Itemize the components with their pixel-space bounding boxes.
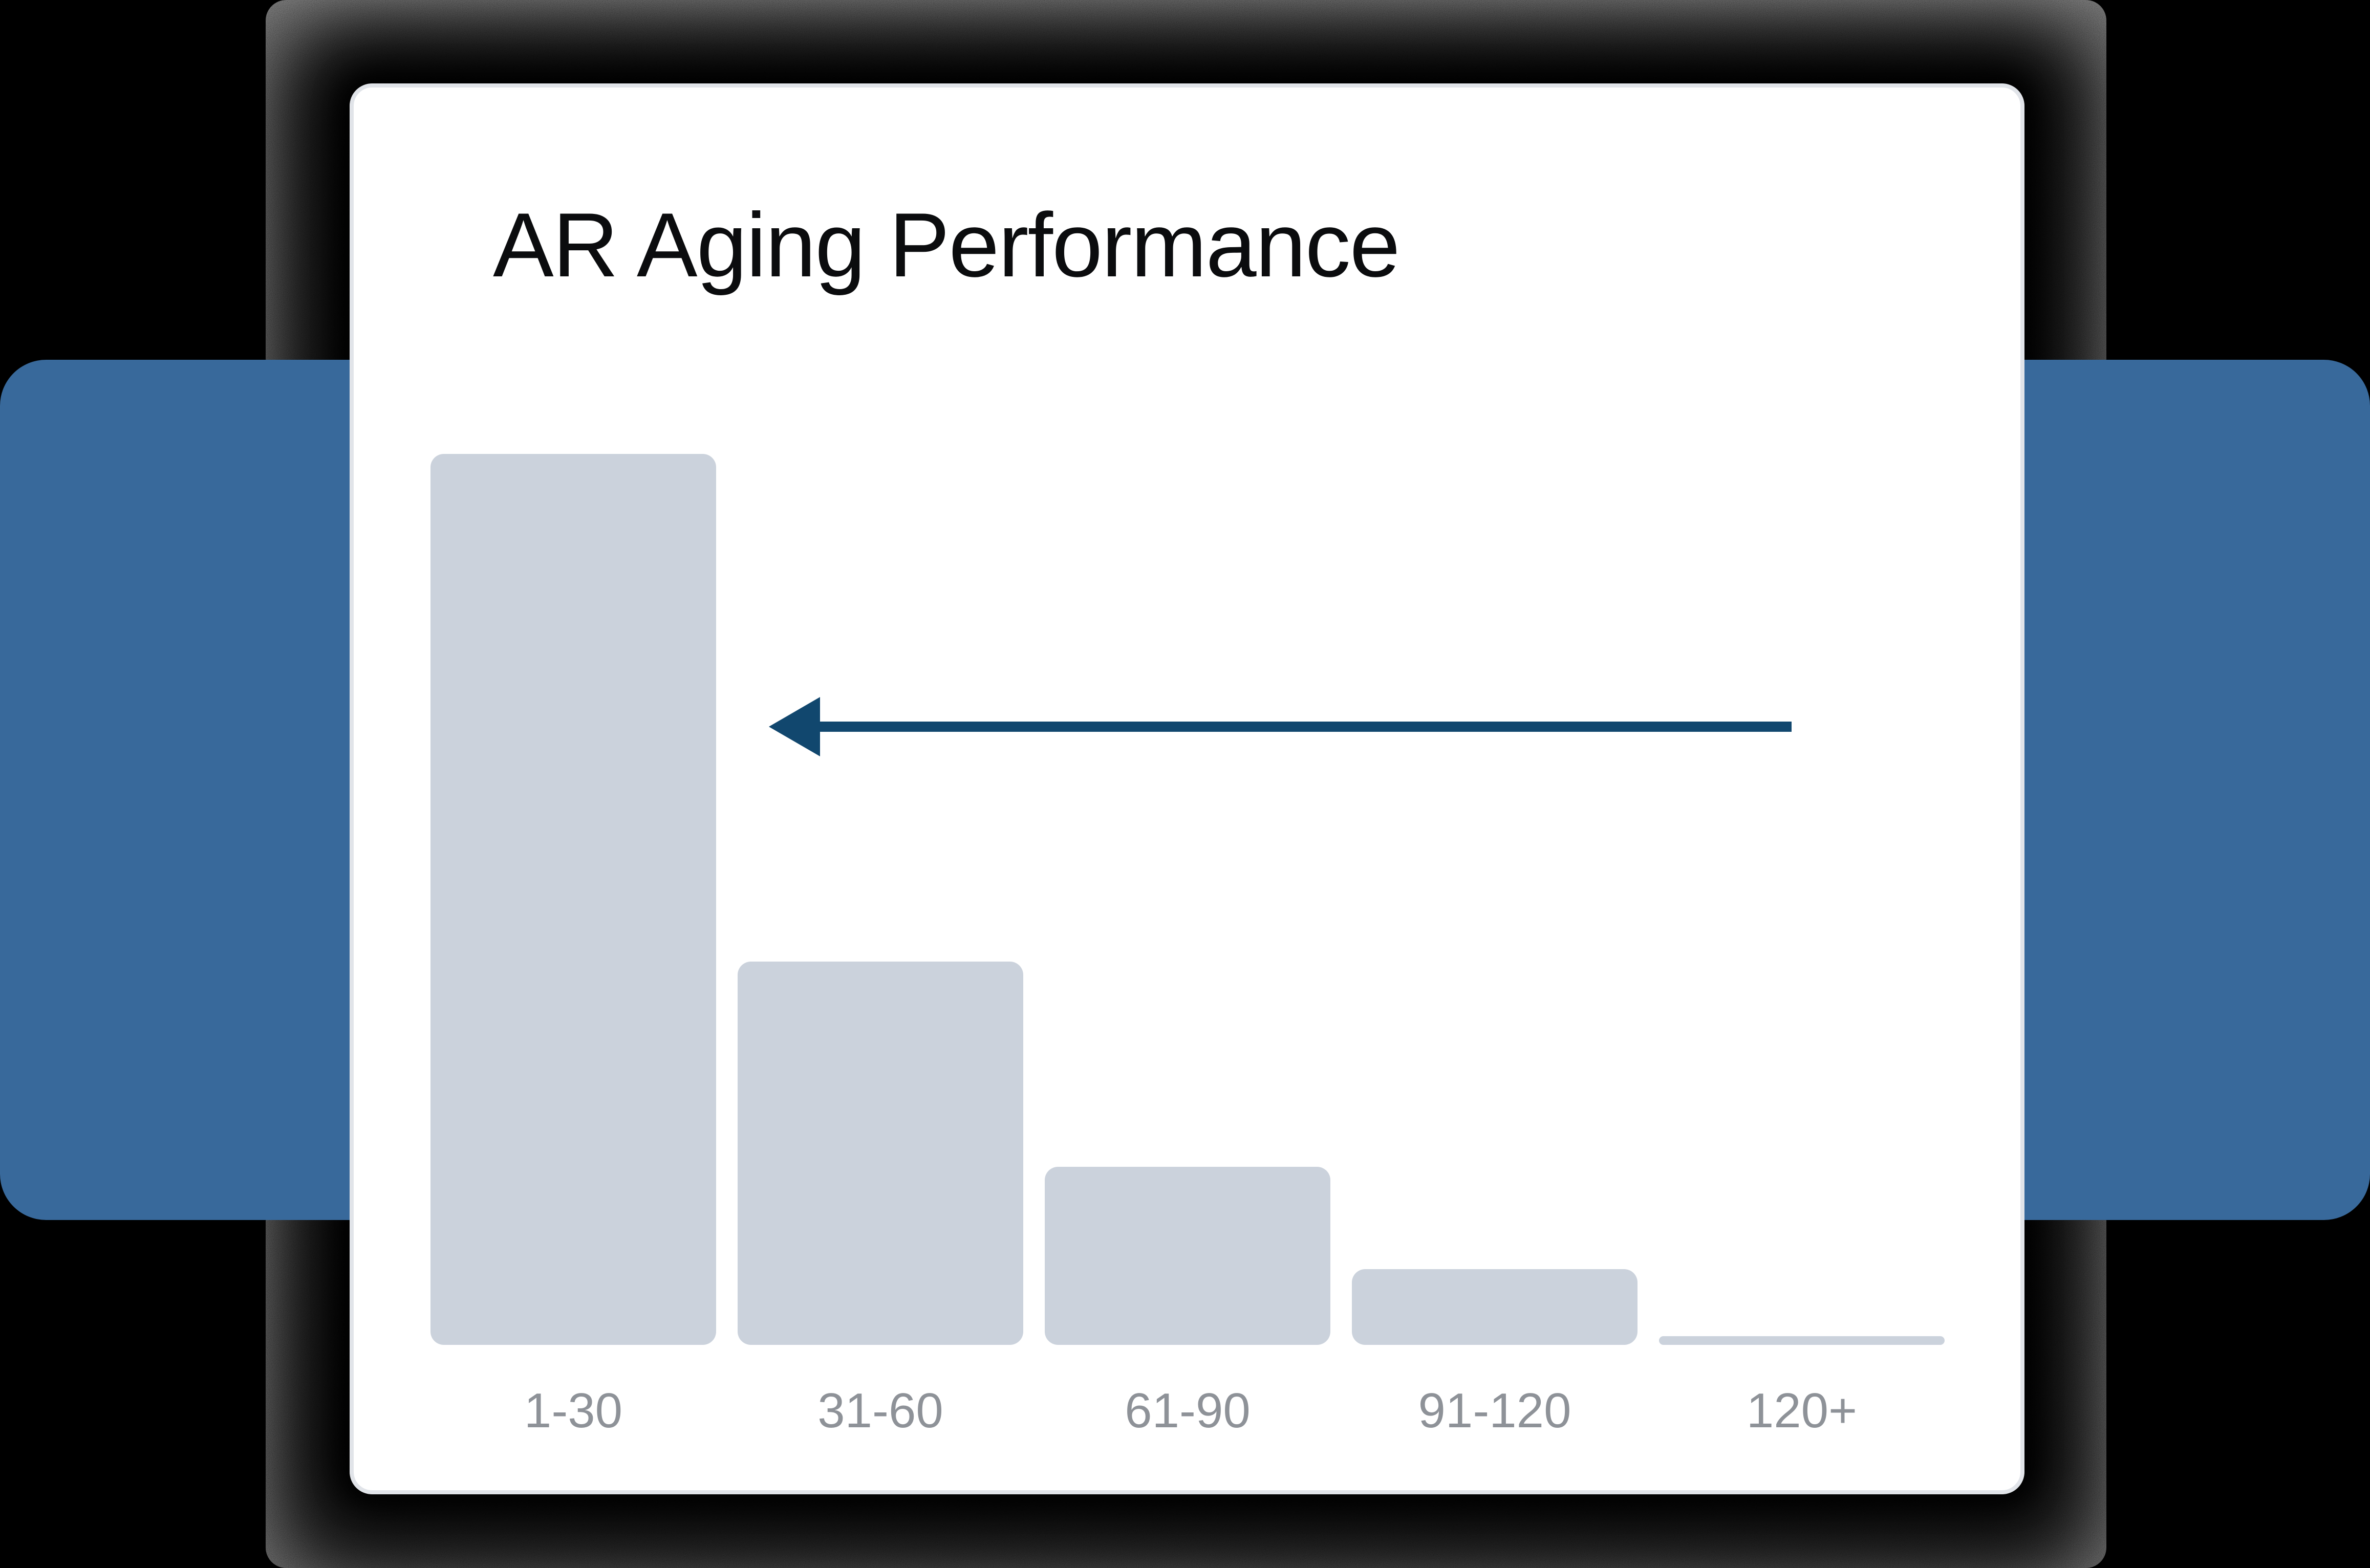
chart-title: AR Aging Performance [493, 194, 1401, 296]
bar-91-120 [1352, 1269, 1638, 1345]
x-tick-label: 1-30 [524, 1383, 623, 1438]
bar-1-30 [430, 454, 716, 1345]
x-tick-label: 61-90 [1125, 1383, 1251, 1438]
left-arrow-annotation [769, 697, 1792, 756]
x-tick-label: 91-120 [1418, 1383, 1571, 1438]
x-tick-label: 31-60 [817, 1383, 943, 1438]
chart-card: AR Aging Performance 1-30 31-60 61-90 91-12… [350, 83, 2024, 1494]
bar-61-90 [1045, 1167, 1330, 1345]
bar-120+ [1659, 1336, 1945, 1345]
bar-31-60 [738, 962, 1023, 1345]
arrow-head-icon [769, 697, 820, 756]
bar-chart-plot-area: 1-30 31-60 61-90 91-120 120+ [354, 88, 2020, 1490]
arrow-shaft [820, 722, 1792, 732]
x-tick-label: 120+ [1746, 1383, 1858, 1438]
